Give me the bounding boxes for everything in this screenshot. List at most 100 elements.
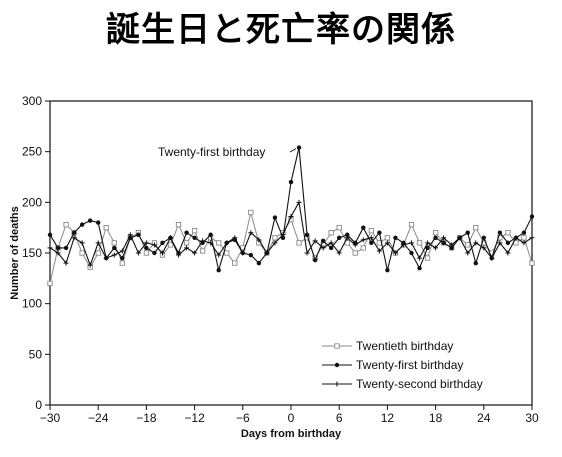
data-point — [264, 250, 270, 256]
data-point — [320, 245, 326, 251]
data-point — [384, 240, 390, 246]
data-point — [393, 235, 398, 240]
data-point — [417, 255, 423, 261]
data-point — [208, 232, 213, 237]
data-point — [112, 245, 117, 251]
data-point — [224, 250, 230, 256]
axis-labels: Days from birthday Number of deaths — [9, 206, 342, 440]
y-tick-label: 0 — [35, 398, 42, 412]
page-title: 誕生日と死亡率の関係 — [106, 10, 456, 50]
y-tick-label: 200 — [22, 195, 42, 209]
data-point — [385, 268, 390, 273]
data-point — [473, 240, 479, 246]
data-point — [360, 245, 366, 251]
data-point — [304, 232, 310, 237]
data-point — [417, 266, 422, 271]
data-point — [457, 235, 463, 241]
data-point — [63, 260, 69, 266]
data-point — [377, 230, 382, 235]
data-point — [433, 245, 439, 251]
data-point — [103, 255, 109, 261]
data-point — [208, 240, 214, 246]
data-point — [232, 260, 238, 266]
legend: Twentieth birthday Twenty-first birthday T… — [318, 331, 528, 395]
data-point — [216, 268, 221, 273]
data-point — [248, 252, 254, 258]
data-point — [160, 240, 165, 246]
legend-box — [318, 331, 528, 395]
data-point — [136, 232, 141, 237]
data-point — [441, 240, 446, 246]
data-point — [87, 218, 93, 223]
legend-marker-2 — [334, 381, 340, 387]
data-point — [312, 238, 318, 244]
data-point — [71, 230, 77, 235]
data-point — [168, 235, 173, 241]
data-point — [368, 235, 374, 241]
data-point — [143, 240, 149, 246]
data-point — [505, 230, 511, 236]
data-point — [96, 220, 101, 225]
data-point — [55, 245, 61, 251]
data-point — [119, 260, 125, 266]
data-point — [409, 240, 414, 246]
data-point — [199, 248, 206, 254]
series-0 — [47, 209, 535, 287]
data-point — [119, 248, 125, 254]
data-point — [328, 240, 334, 246]
x-tick-label: 0 — [288, 411, 295, 425]
data-point — [120, 255, 125, 261]
data-point — [505, 240, 511, 246]
data-point — [144, 245, 149, 251]
x-tick-label: −6 — [236, 411, 250, 425]
data-point — [521, 240, 527, 246]
data-point — [529, 214, 535, 219]
data-point — [192, 235, 197, 240]
data-point — [513, 235, 519, 241]
data-point — [191, 228, 198, 234]
data-point — [345, 232, 350, 237]
data-point — [336, 250, 342, 256]
series-line-2 — [49, 200, 533, 267]
data-point — [361, 225, 366, 230]
data-point — [497, 240, 503, 246]
data-point — [425, 245, 430, 251]
y-tick-label: 100 — [22, 297, 42, 311]
data-point — [424, 255, 431, 261]
data-point — [473, 225, 479, 231]
data-point — [280, 232, 286, 238]
data-point — [95, 240, 101, 246]
data-point — [272, 240, 278, 246]
data-point — [288, 179, 294, 185]
data-point — [184, 245, 190, 251]
x-tick-label: −30 — [40, 411, 61, 425]
data-point — [200, 238, 206, 244]
data-point — [47, 280, 53, 287]
data-point — [272, 215, 278, 220]
legend-marker-0 — [334, 343, 340, 349]
data-point — [416, 240, 423, 246]
data-point — [384, 235, 391, 241]
series-layer — [47, 145, 535, 287]
data-point — [216, 252, 222, 258]
data-point — [328, 245, 334, 251]
data-point — [183, 240, 190, 246]
data-point — [248, 230, 254, 236]
data-point — [232, 235, 238, 241]
data-point — [328, 230, 334, 236]
data-point — [296, 199, 302, 205]
data-point — [465, 242, 471, 248]
data-point — [176, 252, 182, 258]
data-point — [296, 145, 302, 150]
data-point — [288, 214, 294, 220]
axes: −30 −24 −18 −12 −6 0 6 12 18 24 300501001502002503… — [22, 94, 539, 425]
data-point — [465, 250, 471, 256]
data-point — [433, 235, 438, 240]
data-point — [184, 230, 189, 235]
data-point — [408, 221, 415, 228]
annotation-pointer — [289, 148, 297, 153]
legend-marker-1 — [334, 362, 340, 368]
data-point — [337, 235, 342, 240]
data-point — [111, 252, 117, 258]
